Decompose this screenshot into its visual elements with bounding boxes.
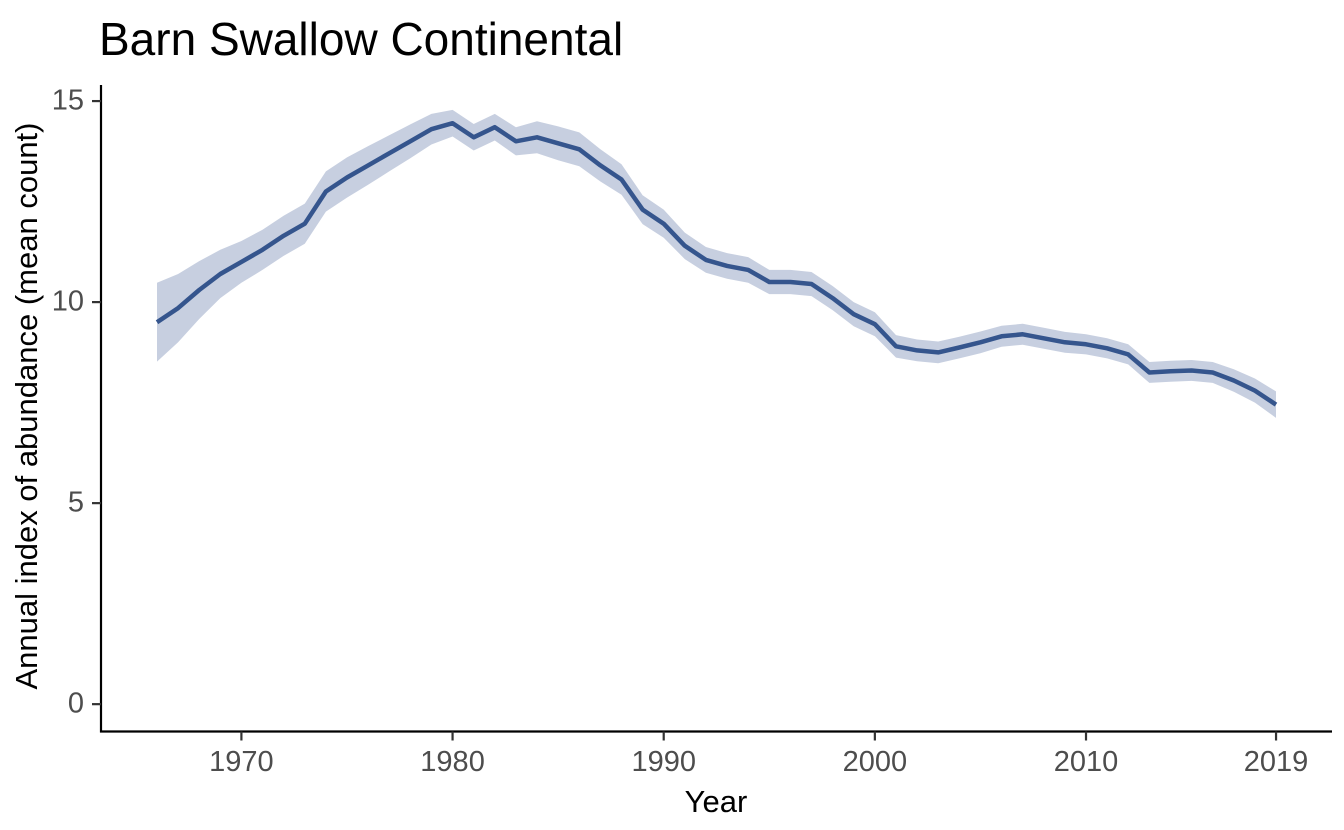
x-tick-label: 2000 <box>842 745 908 778</box>
x-tick-label: 1980 <box>420 745 485 778</box>
x-tick-label: 2010 <box>1053 745 1119 778</box>
y-tick-label: 10 <box>51 285 84 318</box>
x-tick-label: 1990 <box>631 745 696 778</box>
chart-title: Barn Swallow Continental <box>99 13 624 65</box>
y-tick-label: 0 <box>67 687 84 720</box>
y-tick-label: 15 <box>51 84 84 117</box>
x-tick-label: 1970 <box>209 745 274 778</box>
x-axis-title: Year <box>684 784 748 819</box>
x-tick-label: 2019 <box>1243 745 1309 778</box>
trend-line <box>155 120 1278 407</box>
y-tick-label: 5 <box>67 486 84 519</box>
